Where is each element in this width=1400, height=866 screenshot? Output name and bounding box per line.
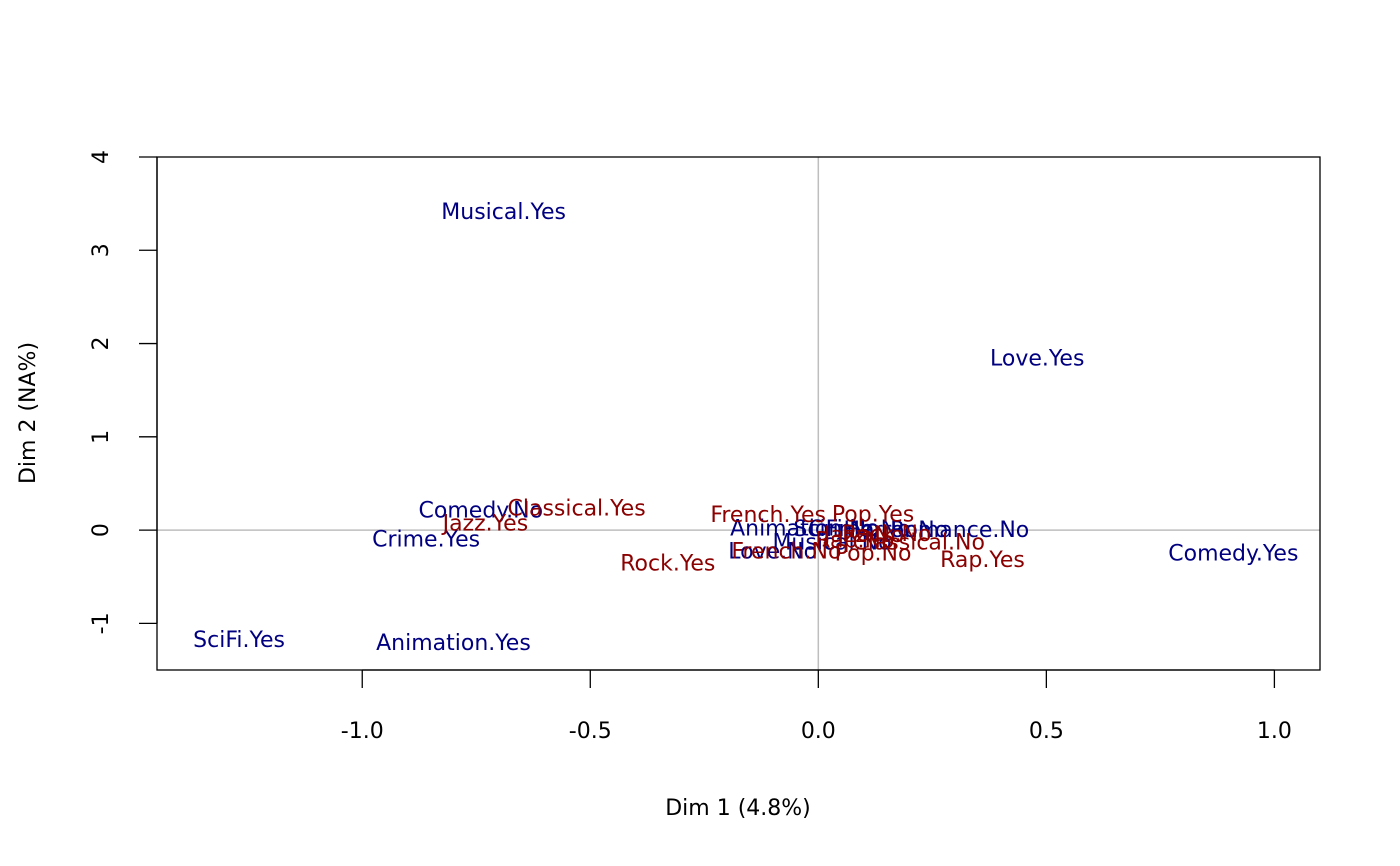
point-label-crime-yes: Crime.Yes <box>372 527 480 552</box>
y-axis-title: Dim 2 (NA%) <box>16 342 41 484</box>
y-tick-label: 2 <box>89 337 114 351</box>
point-label-animation-yes: Animation.Yes <box>376 631 531 656</box>
point-label-comedy-yes: Comedy.Yes <box>1168 541 1298 566</box>
point-label-rock-yes: Rock.Yes <box>620 552 715 577</box>
point-label-comedy-no: Comedy.No <box>419 499 544 524</box>
point-label-scifi-no: SciFi.No <box>793 517 879 542</box>
point-label-love-yes: Love.Yes <box>990 347 1084 372</box>
x-tick-label: 0.5 <box>1029 719 1064 744</box>
point-label-classical-yes: Classical.Yes <box>507 497 645 522</box>
y-tick-label: 0 <box>89 523 114 537</box>
point-label-jazz-yes: Jazz.Yes <box>441 512 529 537</box>
point-label-pop-no: Pop.No <box>835 541 912 566</box>
point-label-animation-no: Animation.No <box>730 516 879 541</box>
point-label-classical-no: Classical.No <box>852 530 985 555</box>
reference-lines <box>157 157 1320 670</box>
y-tick-label: 3 <box>89 243 114 257</box>
x-tick-label: -0.5 <box>569 719 612 744</box>
point-label-french-no: French.No <box>731 540 841 565</box>
y-tick-label: -1 <box>89 612 114 634</box>
x-tick-label: 1.0 <box>1257 719 1292 744</box>
y-tick-label: 4 <box>89 150 114 164</box>
point-label-horror-no: Horror.No <box>844 518 949 543</box>
point-label-musical-yes: Musical.Yes <box>441 200 566 225</box>
point-label-jazz-no: Jazz.No <box>822 523 904 548</box>
point-label-romance-no: Romance.No <box>890 518 1029 543</box>
point-label-rock-no: Rock.No <box>842 522 932 547</box>
point-label-rap-yes: Rap.Yes <box>940 548 1025 573</box>
point-label-scifi-yes: SciFi.Yes <box>193 628 285 653</box>
plot-frame <box>156 156 1321 671</box>
x-axis: -1.0 -0.5 0.0 0.5 1.0 <box>341 669 1292 744</box>
y-tick-label: 1 <box>89 430 114 444</box>
point-label-love-no: Love.No <box>728 540 817 565</box>
category-labels: Musical.Yes Love.Yes Comedy.No Crime.Yes Com… <box>193 200 1298 656</box>
y-axis: -1 0 1 2 3 4 <box>89 150 158 634</box>
point-label-musical-no: Musical.No <box>772 530 891 555</box>
x-tick-label: -1.0 <box>341 719 384 744</box>
point-label-pop-yes: Pop.Yes <box>832 502 914 527</box>
point-label-french-yes: French.Yes <box>710 503 826 528</box>
x-axis-title: Dim 1 (4.8%) <box>665 796 811 821</box>
point-label-rap-no: Rap.No <box>815 528 894 553</box>
point-label-crime-no: Crime.No <box>808 517 910 542</box>
x-tick-label: 0.0 <box>801 719 836 744</box>
